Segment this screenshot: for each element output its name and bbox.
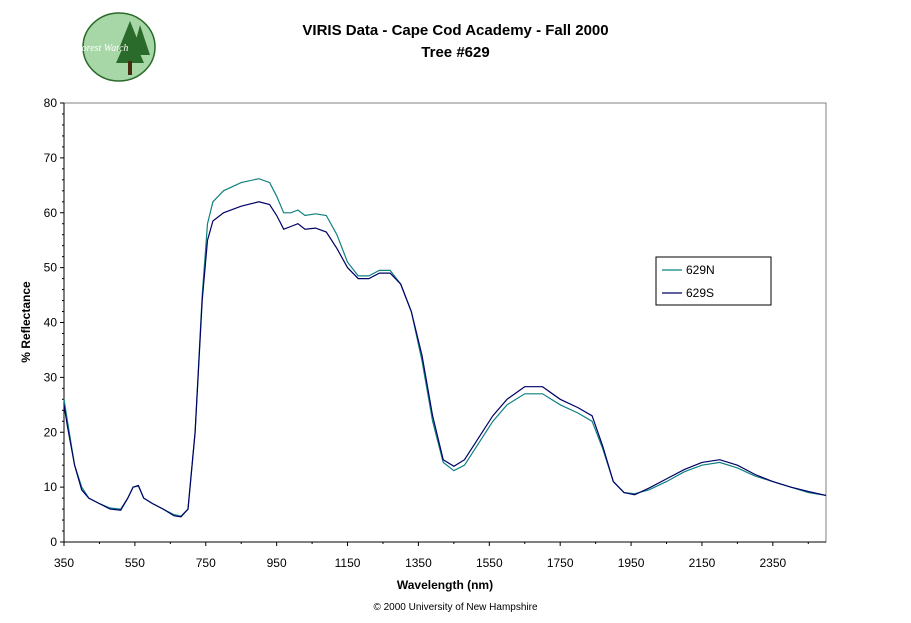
y-tick-label: 20 <box>44 425 58 439</box>
legend-label-629N: 629N <box>686 263 715 277</box>
legend-label-629S: 629S <box>686 286 714 300</box>
y-tick-label: 30 <box>44 370 58 384</box>
x-tick-label: 2350 <box>759 556 786 570</box>
series-line-629S <box>63 201 827 518</box>
x-tick-label: 1750 <box>547 556 574 570</box>
x-tick-label: 1550 <box>476 556 503 570</box>
x-tick-label: 1350 <box>405 556 432 570</box>
copyright-text: © 2000 University of New Hampshire <box>373 602 538 613</box>
x-tick-label: 950 <box>267 556 287 570</box>
x-axis-title: Wavelength (nm) <box>397 578 493 592</box>
chart-subtitle: Tree #629 <box>421 44 490 61</box>
chart-title: VIRIS Data - Cape Cod Academy - Fall 200… <box>302 22 609 39</box>
x-tick-label: 1950 <box>618 556 645 570</box>
plot-area: 0 10 20 30 40 50 60 70 80 350 550 750 950 1150 1350 155… <box>44 96 827 570</box>
x-tick-label: 350 <box>54 556 74 570</box>
forest-watch-logo: Forest Watch <box>80 12 156 82</box>
y-tick-label: 10 <box>44 480 58 494</box>
y-tick-label: 50 <box>44 261 58 275</box>
y-tick-label: 0 <box>50 535 57 549</box>
legend-box <box>655 256 772 306</box>
y-tick-label: 40 <box>44 316 58 330</box>
logo-text: Forest Watch <box>80 43 128 54</box>
tree-icon <box>116 21 150 75</box>
plot-frame <box>63 102 827 543</box>
y-tick-label: 70 <box>44 151 58 165</box>
logo-circle <box>82 12 156 82</box>
x-tick-label: 1150 <box>335 556 361 570</box>
x-tick-label: 550 <box>125 556 145 570</box>
y-tick-label: 80 <box>44 96 58 110</box>
x-tick-label: 2150 <box>689 556 716 570</box>
y-axis-title: % Reflectance <box>19 281 33 363</box>
y-tick-label: 60 <box>44 206 58 220</box>
x-tick-label: 750 <box>196 556 216 570</box>
